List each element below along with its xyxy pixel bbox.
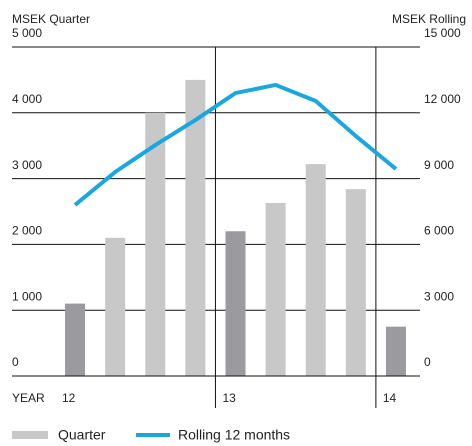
y2-tick-label: 12 000 <box>424 92 461 106</box>
y2-tick-label: 9 000 <box>424 158 454 172</box>
x-axis-label: YEAR <box>12 391 45 405</box>
bar <box>265 202 286 376</box>
y-axis-label: MSEK Quarter <box>12 12 90 26</box>
y-tick-label: 4 000 <box>12 92 42 106</box>
bar <box>345 189 366 376</box>
line <box>73 82 398 207</box>
y2-axis-label: MSEK Rolling <box>392 12 466 26</box>
bar <box>225 231 246 376</box>
y-tick-label: 5 000 <box>12 26 42 40</box>
y2-tick-label: 0 <box>424 355 431 369</box>
legend-label: Quarter <box>58 427 106 443</box>
y-tick-label: 3 000 <box>12 158 42 172</box>
legend-swatch <box>12 431 48 439</box>
x-tick-label: 12 <box>62 391 76 405</box>
y2-tick-label: 3 000 <box>424 289 454 303</box>
x-tick-label: 14 <box>383 391 397 405</box>
bar <box>65 303 86 376</box>
y2-tick-label: 15 000 <box>424 26 461 40</box>
y-tick-label: 2 000 <box>12 224 42 238</box>
legend-label: Rolling 12 months <box>178 427 290 443</box>
bar <box>305 164 326 376</box>
x-tick-label: 13 <box>222 391 236 405</box>
bar <box>145 112 166 377</box>
y-tick-label: 0 <box>12 355 19 369</box>
bar <box>185 79 206 377</box>
bar <box>105 237 126 376</box>
y2-tick-label: 6 000 <box>424 224 454 238</box>
y-tick-label: 1 000 <box>12 289 42 303</box>
bar <box>385 326 406 376</box>
